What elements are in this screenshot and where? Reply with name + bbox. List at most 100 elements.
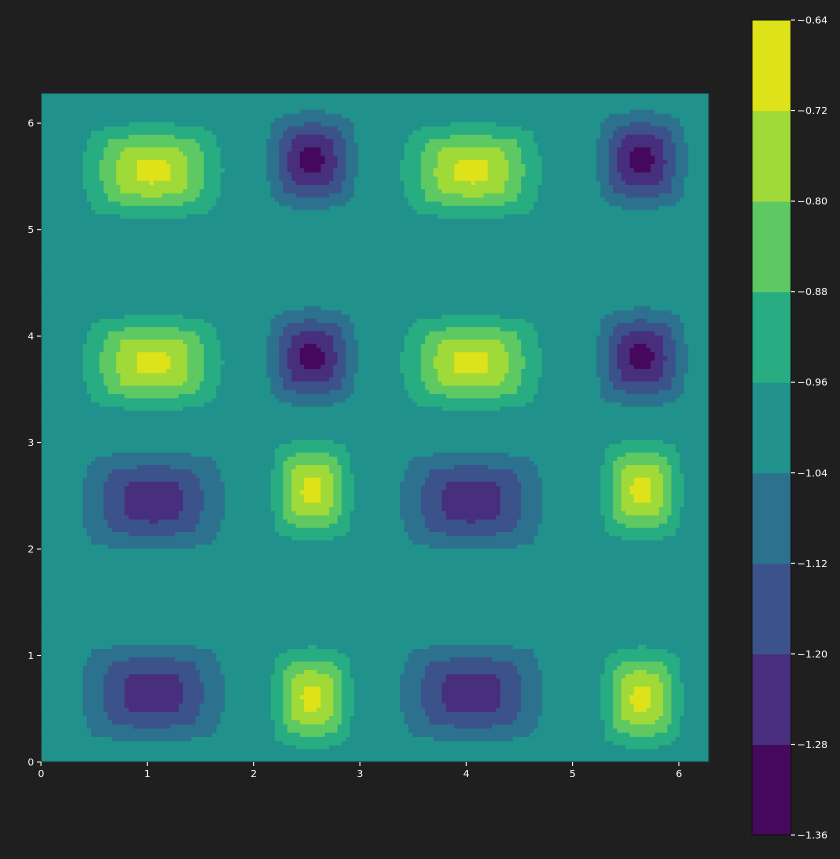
contour-fill-cell [224, 703, 272, 709]
contour-fill-cell [103, 348, 121, 353]
contour-fill-cell [187, 176, 205, 182]
contour-fill-cell [124, 494, 184, 500]
contour-fill-cell [41, 155, 84, 161]
contour-fill-cell [203, 343, 222, 349]
contour-fill-cell [320, 348, 334, 353]
contour-fill-cell [199, 511, 226, 516]
contour-fill-cell [41, 486, 84, 491]
contour-fill-cell [433, 168, 455, 174]
contour-fill-cell [349, 394, 409, 399]
contour-fill-cell [103, 511, 126, 516]
contour-fill-cell [683, 180, 710, 186]
contour-fill-cell [337, 456, 351, 462]
contour-fill-cell [612, 469, 622, 475]
contour-fill-cell [103, 678, 126, 684]
contour-fill-cell [500, 511, 522, 516]
contour-fill-cell [283, 703, 293, 709]
contour-fill-cell [596, 147, 610, 153]
contour-fill-cell [178, 511, 201, 516]
contour-fill-cell [149, 180, 155, 186]
contour-fill-cell [533, 327, 602, 332]
contour-fill-cell [408, 460, 535, 466]
contour-fill-cell [608, 377, 622, 383]
contour-fill-cell [103, 498, 126, 504]
contour-fill-cell [600, 498, 614, 504]
contour-fill-cell [621, 477, 635, 483]
contour-fill-cell [617, 151, 631, 157]
contour-fill-cell [671, 695, 685, 700]
contour-fill-cell [441, 682, 501, 688]
contour-fill-cell [454, 176, 489, 182]
contour-fill-cell [604, 523, 627, 529]
contour-fill-cell [679, 732, 710, 738]
contour-fill-cell [41, 519, 84, 525]
contour-fill-cell [287, 456, 339, 462]
contour-fill-cell [491, 134, 535, 140]
contour-fill-cell [224, 695, 272, 700]
contour-fill-cell [324, 356, 339, 362]
contour-fill-cell [41, 670, 84, 675]
contour-fill-cell [521, 486, 543, 491]
contour-fill-cell [291, 339, 334, 345]
contour-fill-cell [86, 335, 109, 341]
contour-fill-cell [608, 143, 622, 148]
contour-fill-cell [650, 151, 664, 157]
contour-fill-cell [600, 481, 614, 487]
contour-fill-cell [671, 481, 685, 487]
contour-fill-cell [41, 473, 88, 479]
contour-fill-cell [629, 356, 656, 362]
contour-fill-cell [420, 168, 435, 174]
contour-fill-cell [600, 184, 614, 190]
contour-fill-cell [650, 348, 664, 353]
contour-fill-cell [120, 214, 188, 220]
contour-fill-cell [420, 690, 443, 696]
contour-fill-cell [671, 678, 681, 684]
contour-fill-cell [354, 486, 401, 491]
contour-fill-cell [621, 703, 635, 709]
contour-fill-cell [633, 147, 652, 153]
contour-fill-cell [116, 176, 138, 182]
contour-fill-cell [187, 364, 205, 370]
contour-fill-cell [203, 360, 226, 366]
contour-fill-cell [337, 460, 351, 466]
contour-fill-cell [683, 695, 710, 700]
contour-fill-cell [220, 473, 272, 479]
contour-fill-cell [521, 159, 543, 165]
contour-fill-cell [621, 377, 660, 383]
contour-fill-cell [608, 373, 622, 378]
contour-fill-cell [195, 661, 222, 667]
contour-fill-cell [291, 506, 330, 512]
contour-fill-cell [437, 377, 506, 383]
contour-fill-cell [91, 398, 213, 404]
contour-fill-cell [178, 327, 217, 332]
contour-fill-cell [124, 690, 184, 696]
contour-fill-cell [683, 682, 710, 688]
contour-fill-cell [604, 724, 614, 730]
contour-fill-cell [600, 322, 618, 328]
contour-fill-cell [675, 164, 689, 169]
x-tick-label: 0 [38, 769, 44, 780]
contour-fill-cell [358, 168, 401, 174]
contour-fill-cell [107, 385, 201, 391]
contour-fill-cell [349, 318, 418, 324]
contour-fill-cell [333, 502, 343, 508]
contour-fill-cell [516, 331, 539, 337]
contour-fill-cell [283, 720, 301, 725]
contour-fill-cell [203, 682, 226, 688]
contour-fill-cell [504, 343, 522, 349]
contour-fill-cell [199, 674, 226, 679]
contour-fill-cell [425, 381, 443, 387]
contour-fill-cell [41, 268, 710, 274]
contour-fill-cell [178, 678, 201, 684]
contour-fill-cell [304, 707, 318, 713]
contour-fill-cell [270, 469, 284, 475]
contour-fill-cell [91, 394, 126, 399]
contour-fill-cell [404, 385, 426, 391]
contour-fill-cell [420, 494, 443, 500]
contour-fill-cell [86, 473, 109, 479]
contour-fill-cell [41, 494, 84, 500]
contour-fill-cell [291, 440, 334, 445]
contour-fill-cell [354, 130, 414, 136]
contour-fill-cell [683, 377, 710, 383]
contour-fill-cell [441, 406, 501, 412]
